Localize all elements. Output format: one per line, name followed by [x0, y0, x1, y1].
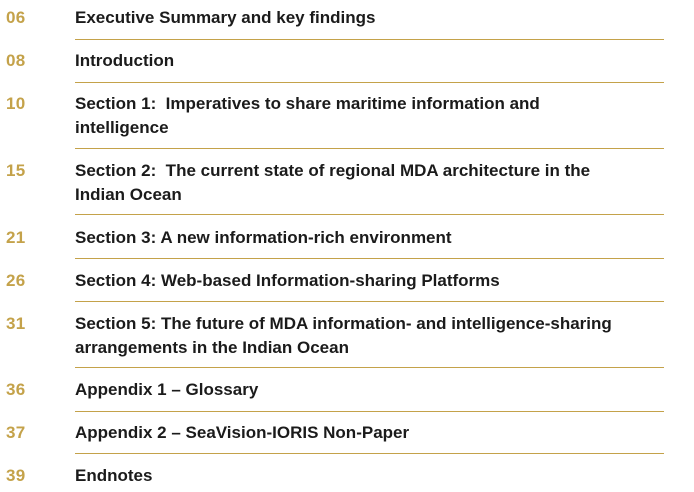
toc-divider — [75, 301, 664, 302]
toc-divider — [75, 214, 664, 215]
toc-divider — [75, 148, 664, 149]
toc-divider — [75, 82, 664, 83]
toc-page-number: 37 — [6, 423, 26, 442]
toc-divider — [75, 39, 664, 40]
toc-page-number: 21 — [6, 228, 26, 247]
toc-divider — [75, 453, 664, 454]
toc-page-number: 08 — [6, 51, 26, 70]
toc-page-number: 39 — [6, 466, 26, 485]
toc-entry-title: Endnotes — [75, 466, 153, 485]
toc-page-number: 36 — [6, 380, 26, 399]
toc-entry-title: Appendix 1 – Glossary — [75, 380, 259, 399]
toc-divider — [75, 367, 664, 368]
toc-page-number: 10 — [6, 94, 26, 113]
toc-entry-title: Section 4: Web-based Information-sharing… — [75, 271, 500, 290]
toc-page-number: 26 — [6, 271, 26, 290]
toc-divider — [75, 258, 664, 259]
toc-entry-title: Section 5: The future of MDA information… — [75, 314, 612, 357]
toc-page-number: 06 — [6, 8, 26, 27]
toc-page-number: 31 — [6, 314, 26, 333]
toc-page-number: 15 — [6, 161, 26, 180]
toc-entry-title: Section 3: A new information-rich enviro… — [75, 228, 452, 247]
toc-entry-title: Section 2: The current state of regional… — [75, 161, 591, 204]
toc-divider — [75, 411, 664, 412]
toc-entry-title: Appendix 2 – SeaVision-IORIS Non-Paper — [75, 423, 410, 442]
toc-entry-title: Executive Summary and key findings — [75, 8, 376, 27]
toc-entry-title: Introduction — [75, 51, 175, 70]
toc-entry-title: Section 1: Imperatives to share maritime… — [75, 94, 540, 137]
